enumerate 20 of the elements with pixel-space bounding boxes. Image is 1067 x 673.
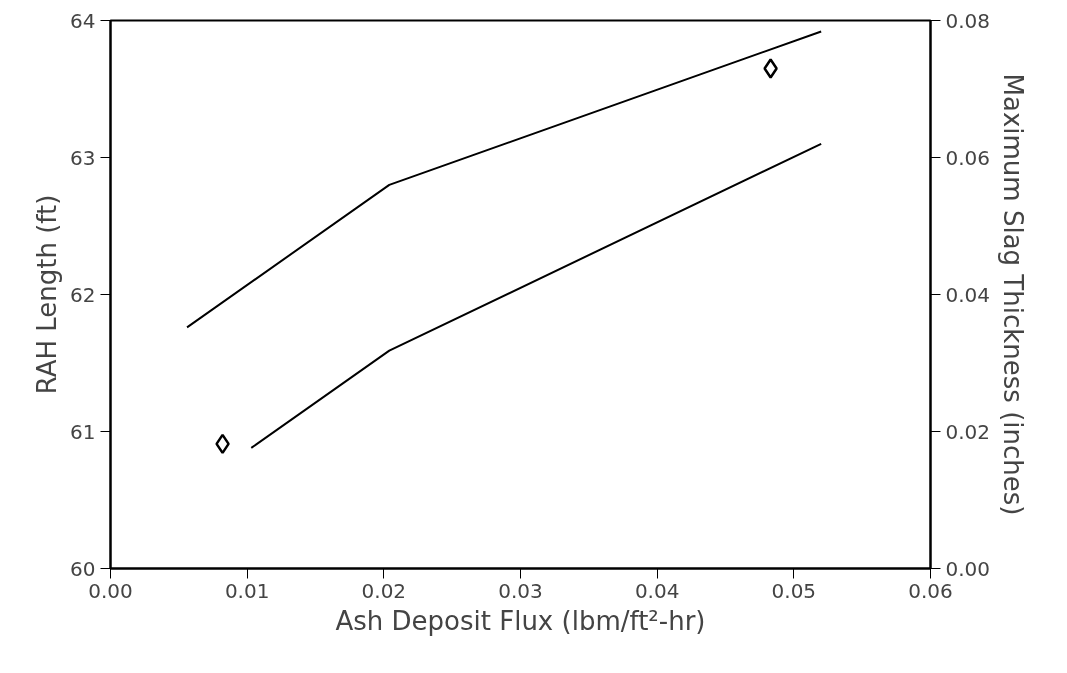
x-axis-title: Ash Deposit Flux (lbm/ft²-hr) <box>335 605 706 636</box>
x-tick-label: 0.01 <box>224 578 270 603</box>
y2-tick-label: 0.02 <box>945 419 991 444</box>
y-axis-title: RAH Length (ft) <box>32 194 63 395</box>
y-tick-label: 62 <box>70 282 96 307</box>
x-tick-label: 0.02 <box>361 578 407 603</box>
x-tick-label: 0.03 <box>498 578 543 603</box>
y2-tick-label: 0.04 <box>945 282 991 307</box>
y-tick-label: 64 <box>70 8 96 33</box>
y-tick-label: 60 <box>70 556 96 581</box>
x-tick-label: 0.04 <box>634 578 680 603</box>
y-tick-label: 63 <box>70 145 96 170</box>
x-tick-label: 0.06 <box>908 578 953 603</box>
y2-tick-label: 0.06 <box>945 145 991 170</box>
y2-axis-title: Maximum Slag Thickness (inches) <box>998 73 1029 516</box>
y2-tick-label: 0.00 <box>945 556 991 581</box>
x-tick-label: 0.00 <box>88 578 133 603</box>
y-tick-label: 61 <box>70 419 96 444</box>
x-tick-label: 0.05 <box>771 578 817 603</box>
y2-tick-label: 0.08 <box>945 8 991 33</box>
